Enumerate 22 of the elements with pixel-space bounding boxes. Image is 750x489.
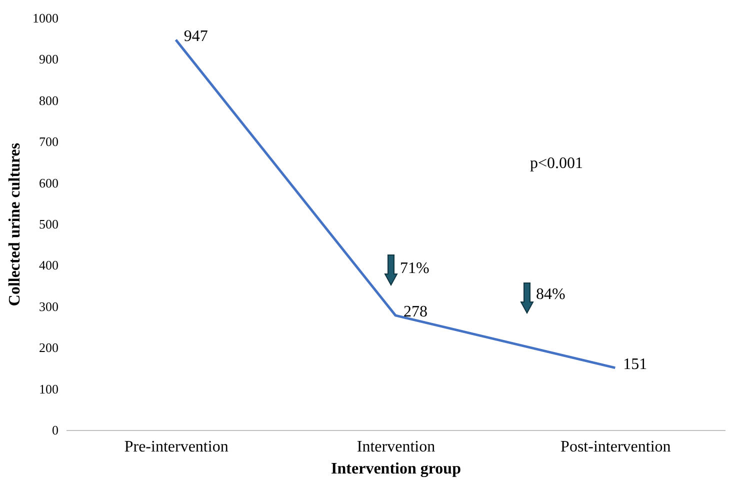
y-tick-label: 600 [39, 175, 58, 190]
y-tick-label: 300 [39, 298, 58, 314]
x-tick-label: Intervention [356, 438, 436, 456]
y-tick-label: 800 [39, 92, 58, 108]
y-tick-label: 400 [39, 258, 58, 273]
y-axis-title: Collected urine cultures [6, 142, 24, 306]
y-tick-label: 0 [52, 422, 58, 438]
annotation: 84% [536, 286, 566, 304]
y-tick-label: 200 [39, 340, 58, 356]
data-label: 947 [184, 28, 208, 45]
annotation: p<0.001 [530, 155, 584, 173]
annotation: 71% [400, 260, 430, 278]
y-tick-label: 100 [39, 381, 58, 396]
data-label: 151 [623, 356, 648, 373]
y-tick-label: 700 [39, 134, 58, 150]
y-tick-label: 900 [39, 52, 58, 67]
x-tick-label: Post-intervention [560, 438, 671, 456]
x-axis-title: Intervention group [331, 460, 462, 478]
y-tick-label: 500 [39, 216, 58, 232]
x-tick-label: Pre-intervention [124, 438, 228, 456]
data-label: 278 [404, 303, 428, 320]
y-tick-label: 1000 [32, 10, 58, 26]
